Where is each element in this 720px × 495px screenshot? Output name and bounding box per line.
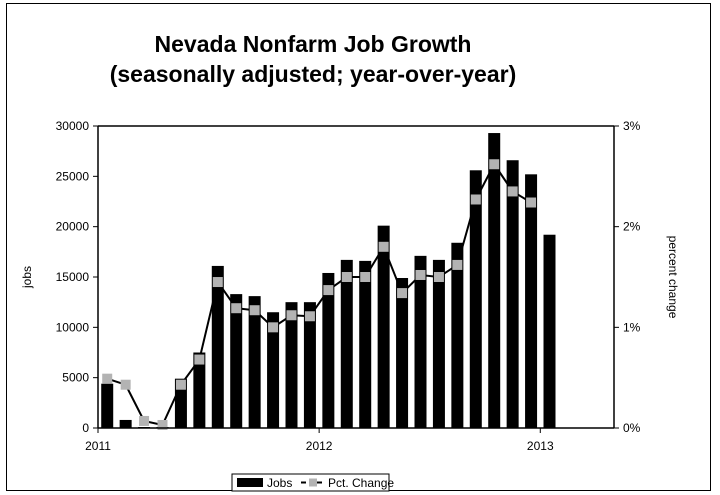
pct-change-marker xyxy=(452,259,463,270)
jobs-bar xyxy=(285,302,298,428)
pct-change-marker xyxy=(212,277,223,288)
pct-change-marker xyxy=(489,159,500,170)
jobs-bar xyxy=(506,160,519,428)
pct-change-marker xyxy=(507,186,518,197)
pct-change-marker xyxy=(194,354,205,365)
pct-change-marker xyxy=(120,379,131,390)
jobs-bars xyxy=(101,133,556,428)
jobs-bar xyxy=(340,259,353,428)
y-tick-label: 10000 xyxy=(56,320,90,334)
chart-svg: Nevada Nonfarm Job Growth (seasonally ad… xyxy=(20,31,680,492)
plot-axes xyxy=(97,125,615,429)
jobs-bar xyxy=(396,278,409,428)
jobs-bar xyxy=(451,242,464,428)
chart-frame: Nevada Nonfarm Job Growth (seasonally ad… xyxy=(6,3,711,492)
pct-change-marker xyxy=(415,269,426,280)
pct-change-marker xyxy=(304,311,315,322)
pct-change-marker xyxy=(470,194,481,205)
pct-change-marker xyxy=(323,285,334,296)
jobs-bar xyxy=(414,255,427,428)
pct-change-marker xyxy=(341,272,352,282)
jobs-bar xyxy=(193,352,206,428)
jobs-bar xyxy=(248,296,261,428)
y2-tick-label: 1% xyxy=(623,320,641,334)
chart-title: Nevada Nonfarm Job Growth (seasonally ad… xyxy=(110,31,517,87)
chart-title-line-2: (seasonally adjusted; year-over-year) xyxy=(110,61,517,87)
y-tick-label: 15000 xyxy=(56,270,90,284)
pct-change-marker xyxy=(175,379,186,390)
pct-change-marker xyxy=(286,310,297,321)
jobs-bar xyxy=(211,265,224,428)
pct-change-line xyxy=(106,162,532,427)
y-tick-label: 5000 xyxy=(62,371,89,385)
jobs-bar xyxy=(119,419,132,428)
left-axis-ticks: 0 5000 10000 15000 20000 25000 30000 xyxy=(56,119,98,435)
pct-change-marker xyxy=(378,241,389,252)
legend-jobs-label: Jobs xyxy=(267,476,292,490)
y2-tick-label: 3% xyxy=(623,119,641,133)
pct-change-marker xyxy=(433,272,444,282)
legend-jobs-swatch xyxy=(237,478,263,487)
x-axis-ticks: 2011 2012 2013 xyxy=(85,428,554,453)
x-tick-label: 2013 xyxy=(527,439,554,453)
chart-legend: Jobs Pct. Change xyxy=(231,473,394,492)
y-tick-label: 30000 xyxy=(56,119,90,133)
jobs-bar xyxy=(359,260,372,428)
jobs-bar xyxy=(101,383,114,428)
y2-tick-label: 2% xyxy=(623,220,641,234)
y-tick-label: 20000 xyxy=(56,220,90,234)
y-tick-label: 25000 xyxy=(56,169,90,183)
jobs-bar xyxy=(469,170,482,428)
pct-change-marker xyxy=(139,415,150,426)
jobs-bar xyxy=(303,302,316,428)
right-axis-ticks: 0% 1% 2% 3% xyxy=(614,119,641,435)
jobs-bar xyxy=(525,174,538,428)
jobs-bar xyxy=(432,259,445,428)
x-tick-label: 2012 xyxy=(306,439,333,453)
pct-change-marker xyxy=(102,373,113,384)
pct-change-marker xyxy=(397,288,408,299)
jobs-bar xyxy=(267,312,280,428)
pct-change-marker xyxy=(360,272,371,282)
y2-axis-title: percent change xyxy=(666,236,680,319)
pct-change-series xyxy=(102,159,537,430)
pct-change-marker xyxy=(526,197,537,208)
y2-tick-label: 0% xyxy=(623,421,641,435)
pct-change-marker xyxy=(268,322,279,333)
y-tick-label: 0 xyxy=(82,421,89,435)
pct-change-marker xyxy=(249,305,260,316)
jobs-bar xyxy=(543,234,556,428)
y-axis-title: jobs xyxy=(20,266,34,289)
legend-pct-label: Pct. Change xyxy=(328,476,394,490)
chart-title-line-1: Nevada Nonfarm Job Growth xyxy=(155,31,472,57)
pct-change-marker xyxy=(231,303,242,314)
legend-pct-marker xyxy=(309,478,317,487)
jobs-bar xyxy=(230,294,243,428)
jobs-bar xyxy=(322,272,335,428)
x-tick-label: 2011 xyxy=(85,439,111,453)
jobs-bar xyxy=(377,225,390,428)
jobs-bar xyxy=(488,133,501,428)
pct-change-marker xyxy=(157,419,168,430)
